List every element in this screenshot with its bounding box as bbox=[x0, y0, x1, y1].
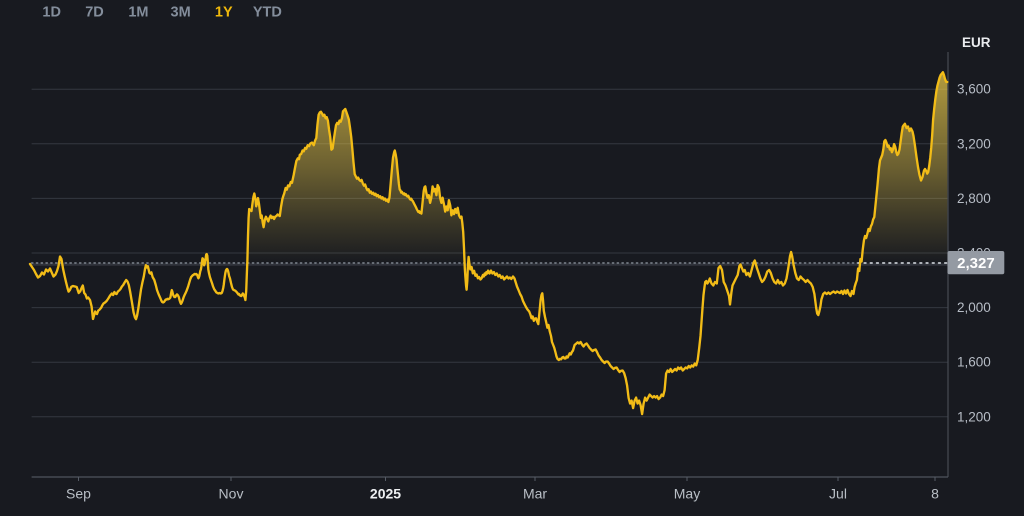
svg-text:2,800: 2,800 bbox=[957, 191, 991, 206]
svg-text:8: 8 bbox=[931, 486, 939, 502]
svg-text:YTD: YTD bbox=[253, 5, 282, 21]
svg-text:May: May bbox=[674, 486, 700, 502]
svg-text:1M: 1M bbox=[128, 5, 148, 21]
svg-text:1Y: 1Y bbox=[215, 5, 233, 21]
svg-text:Sep: Sep bbox=[66, 486, 91, 502]
svg-text:3,200: 3,200 bbox=[957, 136, 991, 151]
svg-text:2025: 2025 bbox=[370, 486, 401, 502]
svg-text:1,200: 1,200 bbox=[957, 409, 991, 424]
svg-text:3,600: 3,600 bbox=[957, 82, 991, 97]
svg-text:Nov: Nov bbox=[219, 486, 244, 502]
svg-text:3M: 3M bbox=[171, 5, 191, 21]
svg-text:1,600: 1,600 bbox=[957, 355, 991, 370]
svg-text:2,000: 2,000 bbox=[957, 300, 991, 315]
svg-text:Mar: Mar bbox=[523, 486, 547, 502]
svg-text:2,327: 2,327 bbox=[957, 255, 995, 272]
svg-text:1D: 1D bbox=[42, 5, 61, 21]
svg-text:EUR: EUR bbox=[962, 35, 991, 50]
svg-text:Jul: Jul bbox=[829, 486, 847, 502]
svg-text:7D: 7D bbox=[85, 5, 104, 21]
